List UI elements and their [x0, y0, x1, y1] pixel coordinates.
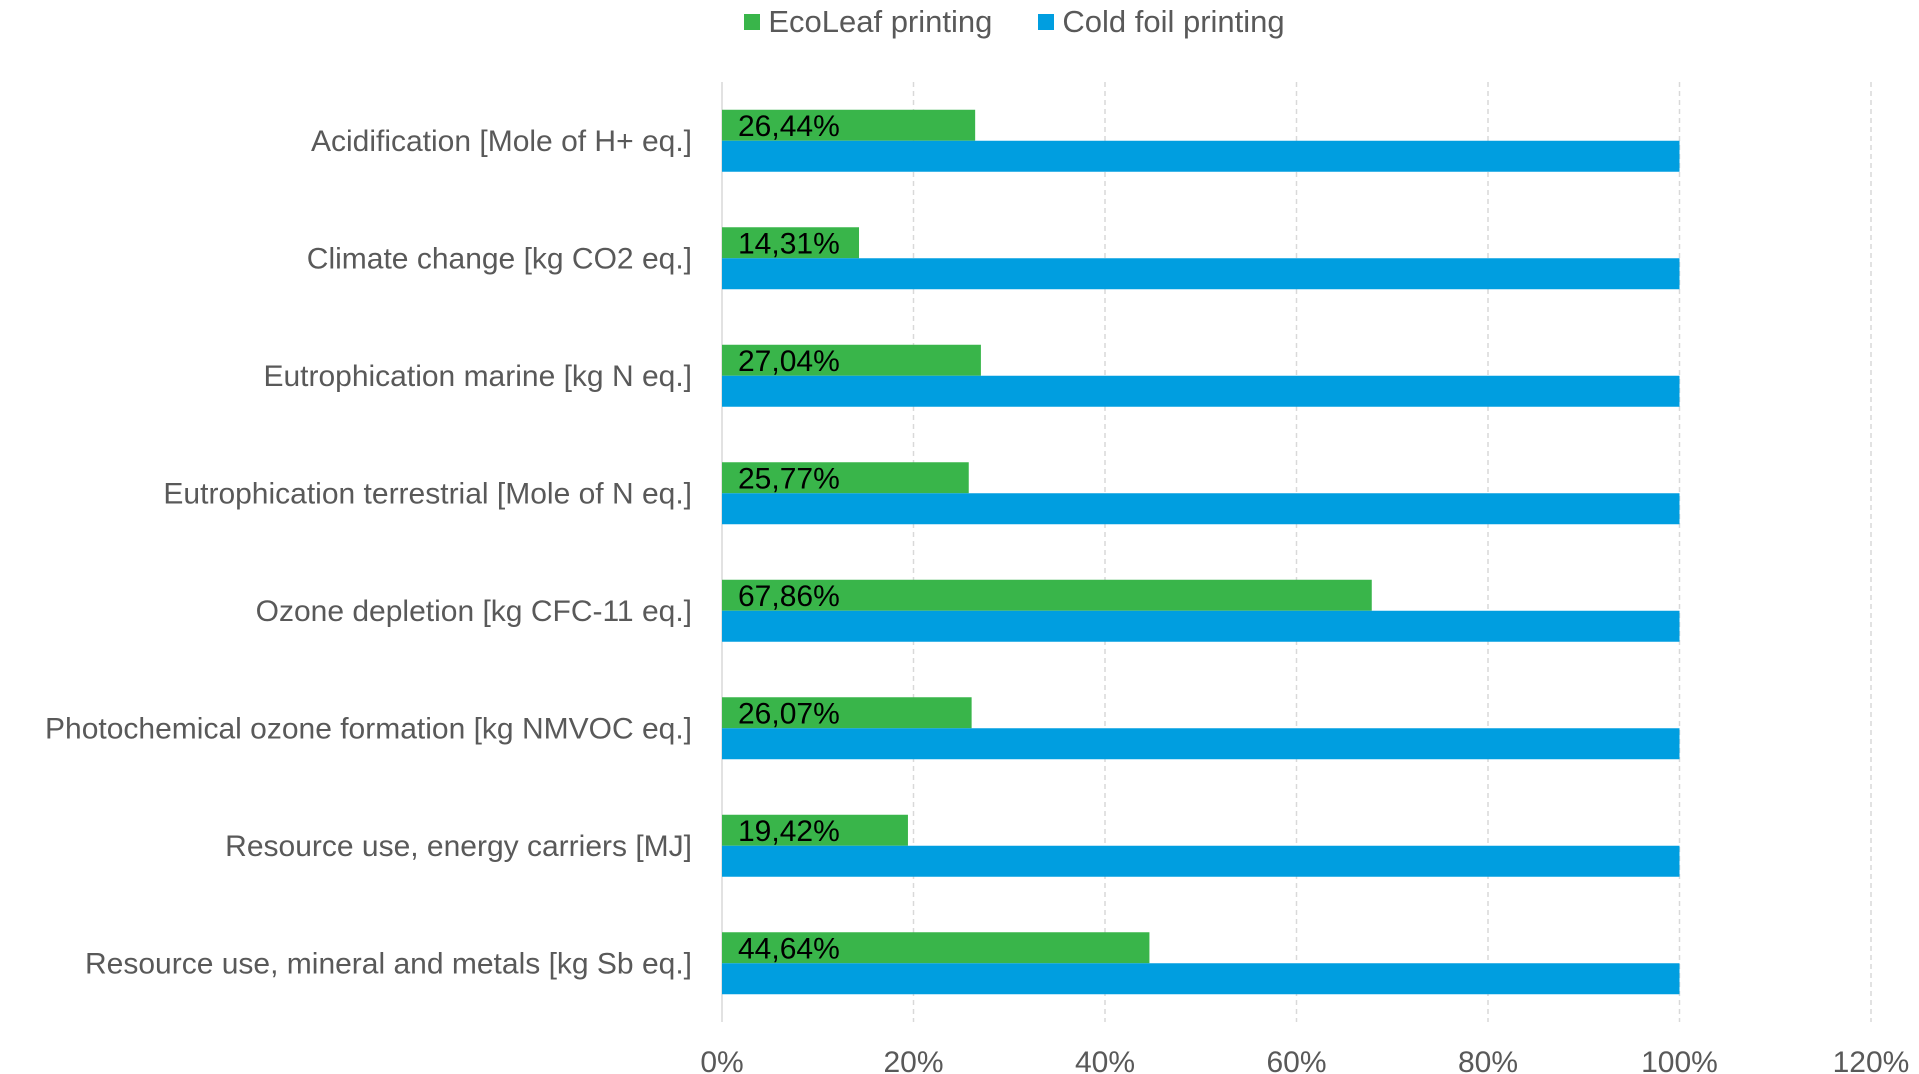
- legend-item-ecoleaf: EcoLeaf printing: [744, 4, 992, 40]
- data-label-ecoleaf: 26,07%: [738, 697, 840, 730]
- data-label-ecoleaf: 44,64%: [738, 932, 840, 965]
- bar-coldfoil: [722, 728, 1680, 760]
- legend: EcoLeaf printing Cold foil printing: [0, 4, 1919, 40]
- bar-coldfoil: [722, 140, 1680, 172]
- legend-label-coldfoil: Cold foil printing: [1062, 4, 1285, 39]
- data-label-ecoleaf: 14,31%: [738, 227, 840, 260]
- legend-item-coldfoil: Cold foil printing: [1038, 4, 1285, 40]
- legend-swatch-coldfoil: [1038, 14, 1055, 30]
- category-label: Photochemical ozone formation [kg NMVOC …: [45, 712, 692, 745]
- data-label-ecoleaf: 26,44%: [738, 110, 840, 143]
- bar-ecoleaf: [722, 227, 860, 259]
- x-tick-label: 0%: [700, 1046, 743, 1074]
- data-label-ecoleaf: 27,04%: [738, 345, 840, 378]
- category-label: Acidification [Mole of H+ eq.]: [311, 125, 692, 158]
- x-tick-label: 120%: [1833, 1046, 1910, 1074]
- x-tick-label: 40%: [1075, 1046, 1135, 1074]
- data-label-ecoleaf: 67,86%: [738, 580, 840, 613]
- bar-ecoleaf: [722, 814, 908, 846]
- bar-coldfoil: [722, 375, 1680, 407]
- x-tick-label: 80%: [1458, 1046, 1518, 1074]
- category-label: Resource use, mineral and metals [kg Sb …: [85, 947, 692, 980]
- category-label: Eutrophication marine [kg N eq.]: [263, 360, 692, 393]
- bar-ecoleaf: [722, 579, 1372, 611]
- legend-swatch-ecoleaf: [744, 14, 761, 30]
- bar-coldfoil: [722, 493, 1680, 525]
- category-label: Ozone depletion [kg CFC-11 eq.]: [256, 595, 692, 628]
- bar-ecoleaf: [722, 697, 972, 729]
- bar-coldfoil: [722, 610, 1680, 642]
- bar-ecoleaf: [722, 462, 969, 494]
- data-label-ecoleaf: 19,42%: [738, 815, 840, 848]
- bar-coldfoil: [722, 845, 1680, 877]
- legend-label-ecoleaf: EcoLeaf printing: [768, 4, 993, 39]
- x-tick-label: 100%: [1641, 1046, 1718, 1074]
- category-label: Resource use, energy carriers [MJ]: [225, 830, 692, 863]
- bar-ecoleaf: [722, 932, 1150, 964]
- bar-ecoleaf: [722, 109, 976, 141]
- bar-ecoleaf: [722, 344, 981, 376]
- category-label: Eutrophication terrestrial [Mole of N eq…: [163, 477, 692, 510]
- bar-coldfoil: [722, 258, 1680, 290]
- data-label-ecoleaf: 25,77%: [738, 462, 840, 495]
- x-tick-label: 20%: [883, 1046, 943, 1074]
- category-label: Climate change [kg CO2 eq.]: [307, 242, 692, 275]
- bar-coldfoil: [722, 963, 1680, 995]
- x-tick-label: 60%: [1266, 1046, 1326, 1074]
